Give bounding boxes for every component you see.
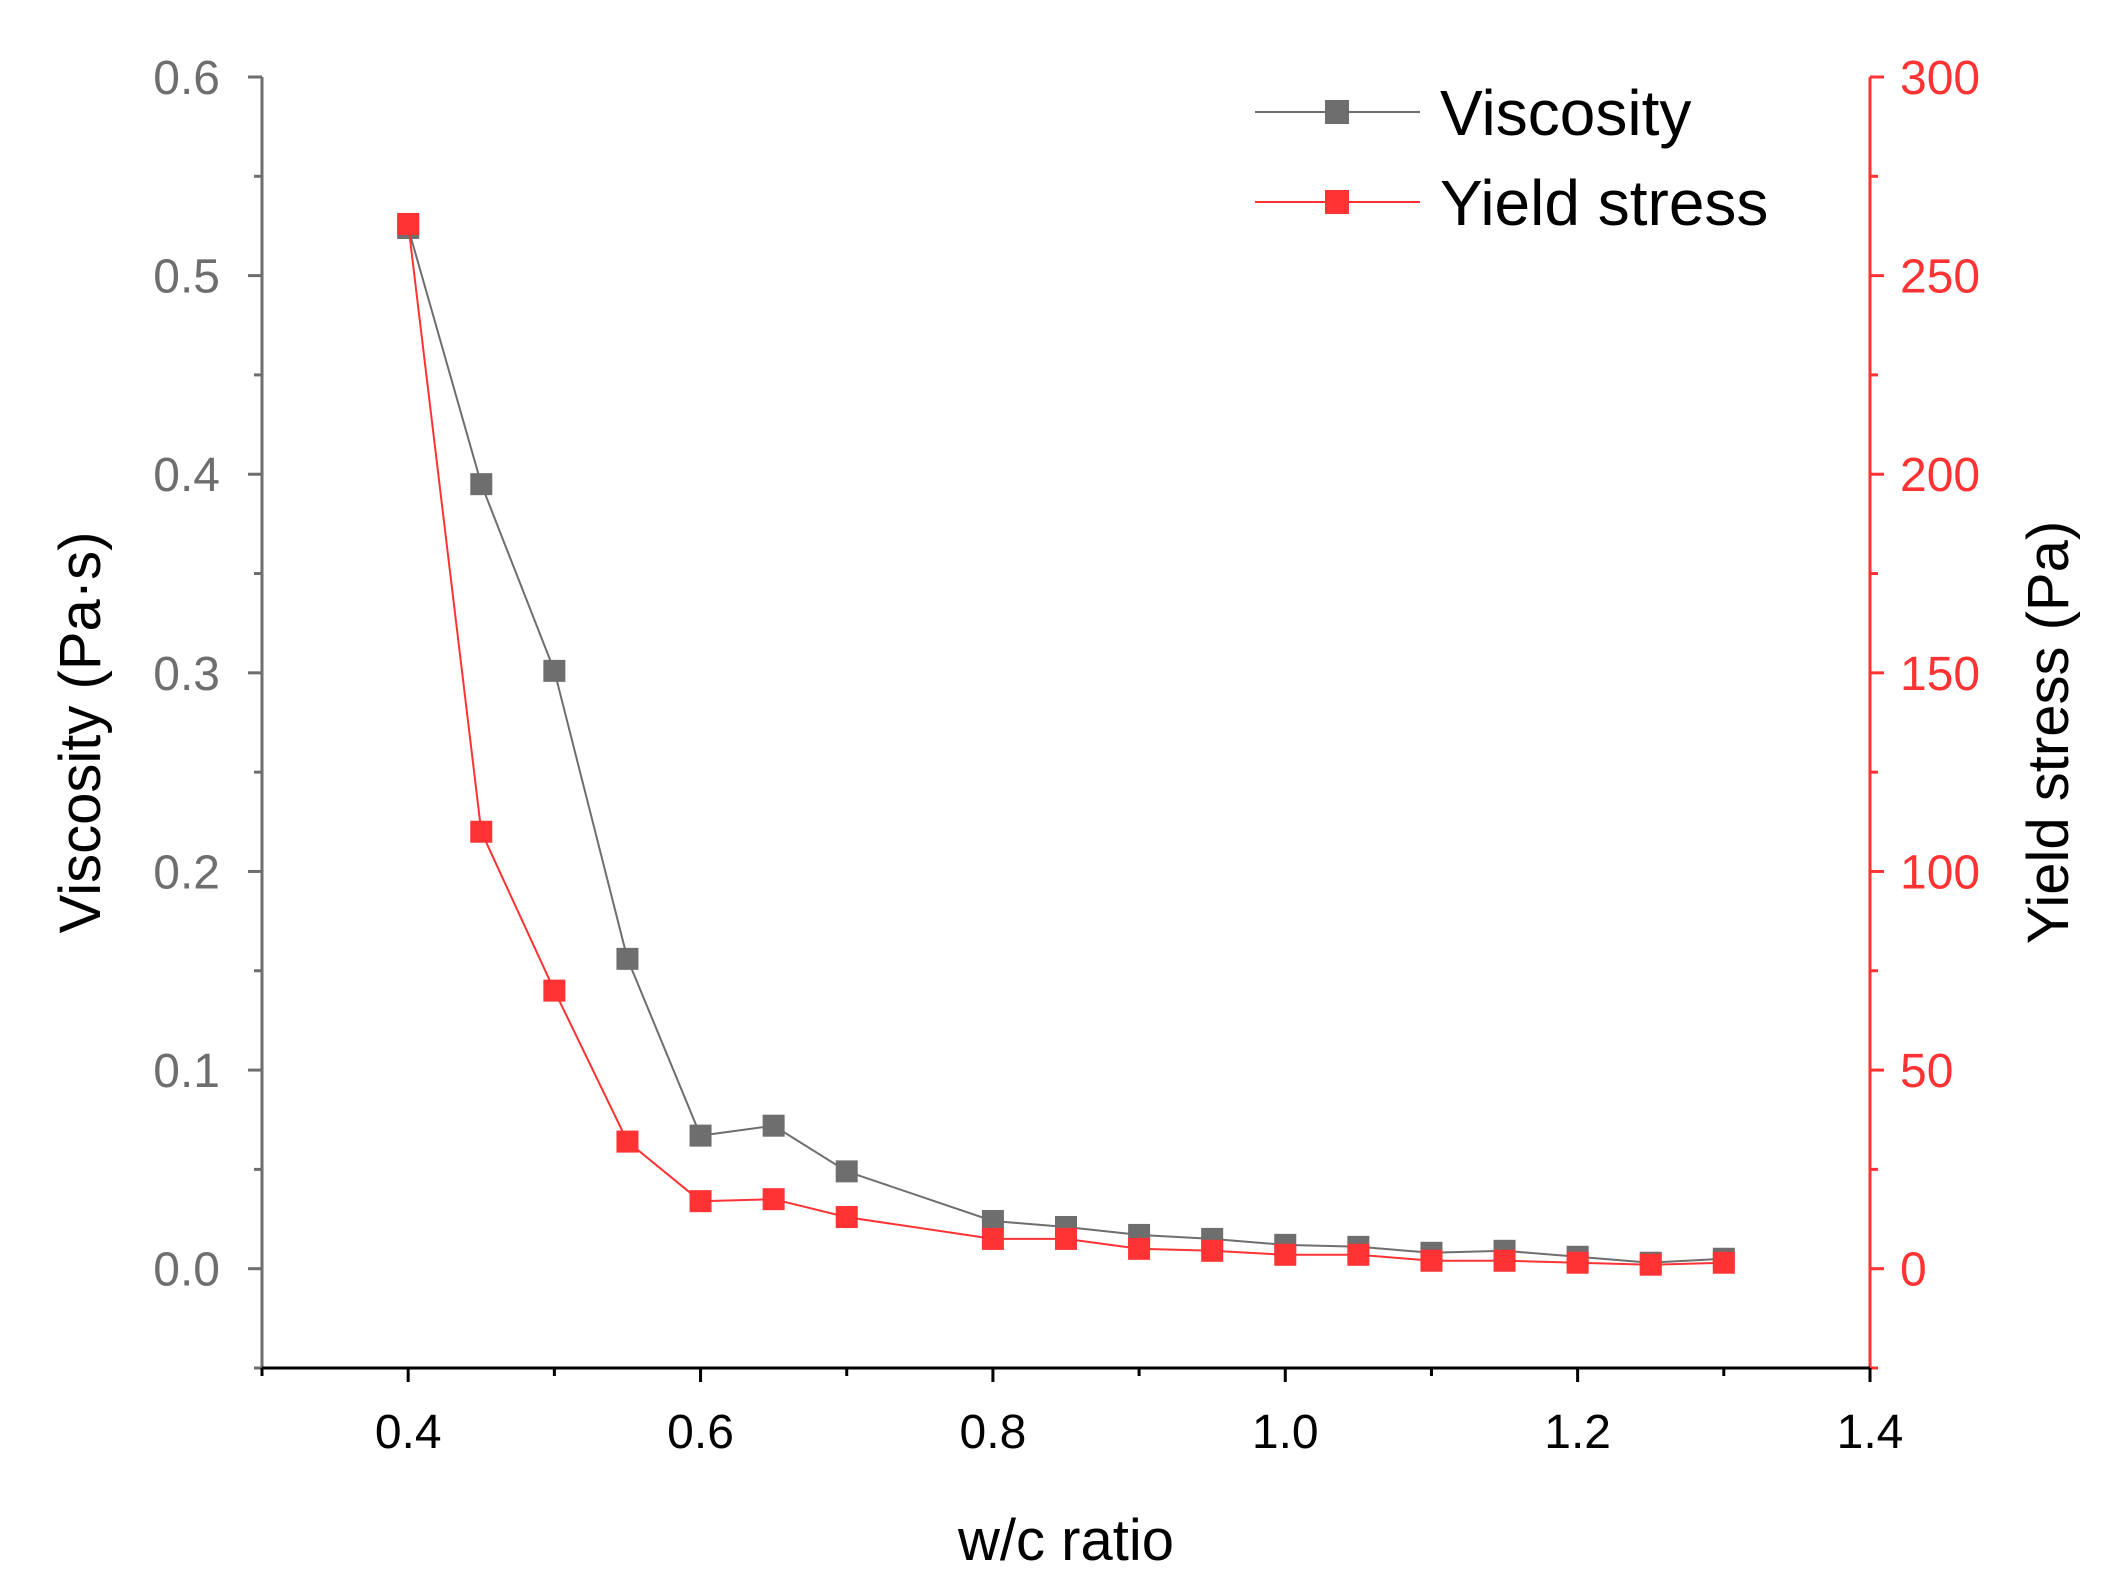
data-point-viscosity xyxy=(835,1160,858,1183)
y-right-tick-label: 0 xyxy=(1900,1244,1927,1297)
data-point-yield-stress xyxy=(1493,1249,1516,1272)
axes: 0.0 0.1 0.2 0.3 0.4 0.5 0.6 0 50 100 150 200 250 300 0… xyxy=(153,52,1980,1459)
x-tick-label: 0.6 xyxy=(667,1406,734,1459)
legend-marker-viscosity xyxy=(1325,100,1349,124)
data-point-yield-stress xyxy=(981,1227,1004,1250)
x-tick-label: 0.8 xyxy=(960,1406,1027,1459)
data-point-viscosity xyxy=(981,1210,1004,1233)
series-line-yield-stress xyxy=(407,223,1724,1266)
data-point-yield-stress xyxy=(689,1190,712,1213)
data-point-viscosity xyxy=(762,1114,785,1137)
y-left-tick-label: 0.4 xyxy=(153,449,220,502)
x-tick-label: 0.4 xyxy=(375,1406,442,1459)
y-left-tick-label: 0.5 xyxy=(153,251,220,304)
data-point-yield-stress xyxy=(470,820,493,843)
x-tick-label: 1.4 xyxy=(1837,1406,1904,1459)
y-left-tick-label: 0.1 xyxy=(153,1045,220,1098)
data-point-yield-stress xyxy=(1639,1253,1662,1276)
legend: Viscosity Yield stress xyxy=(1255,77,1768,239)
y-right-tick-label: 200 xyxy=(1900,449,1980,502)
y-left-tick-label: 0.0 xyxy=(153,1244,220,1297)
data-point-viscosity xyxy=(470,473,493,496)
data-point-yield-stress xyxy=(1128,1237,1151,1260)
y-right-tick-label: 50 xyxy=(1900,1045,1953,1098)
series-line-viscosity xyxy=(407,227,1724,1264)
data-point-viscosity xyxy=(543,659,566,682)
data-point-yield-stress xyxy=(397,212,420,235)
data-point-yield-stress xyxy=(543,979,566,1002)
legend-label-yield-stress: Yield stress xyxy=(1440,167,1768,239)
data-point-viscosity xyxy=(616,947,639,970)
y-right-tick-label: 250 xyxy=(1900,251,1980,304)
y-right-tick-label: 150 xyxy=(1900,648,1980,701)
x-axis-title: w/c ratio xyxy=(957,1508,1174,1573)
data-point-yield-stress xyxy=(762,1188,785,1211)
y-left-tick-label: 0.6 xyxy=(153,52,220,105)
y-left-tick-label: 0.2 xyxy=(153,846,220,899)
data-point-yield-stress xyxy=(1420,1249,1443,1272)
data-point-yield-stress xyxy=(1055,1227,1077,1250)
data-point-yield-stress xyxy=(1566,1251,1589,1274)
y-right-tick-label: 300 xyxy=(1900,52,1980,105)
y-axis-title-right: Yield stress (Pa) xyxy=(2016,521,2081,944)
plot-series xyxy=(397,212,1735,1276)
data-point-viscosity xyxy=(689,1124,712,1147)
y-axis-title-left: Viscosity (Pa·s) xyxy=(48,532,113,934)
x-tick-label: 1.2 xyxy=(1544,1406,1611,1459)
y-left-tick-label: 0.3 xyxy=(153,648,220,701)
data-point-yield-stress xyxy=(1201,1239,1224,1262)
data-point-yield-stress xyxy=(1274,1243,1297,1266)
data-point-yield-stress xyxy=(835,1206,858,1229)
legend-label-viscosity: Viscosity xyxy=(1440,77,1691,149)
data-point-yield-stress xyxy=(1712,1251,1735,1274)
x-tick-label: 1.0 xyxy=(1252,1406,1319,1459)
legend-marker-yield-stress xyxy=(1325,190,1349,214)
data-point-yield-stress xyxy=(616,1130,639,1153)
data-point-yield-stress xyxy=(1347,1243,1370,1266)
y-right-tick-label: 100 xyxy=(1900,846,1980,899)
